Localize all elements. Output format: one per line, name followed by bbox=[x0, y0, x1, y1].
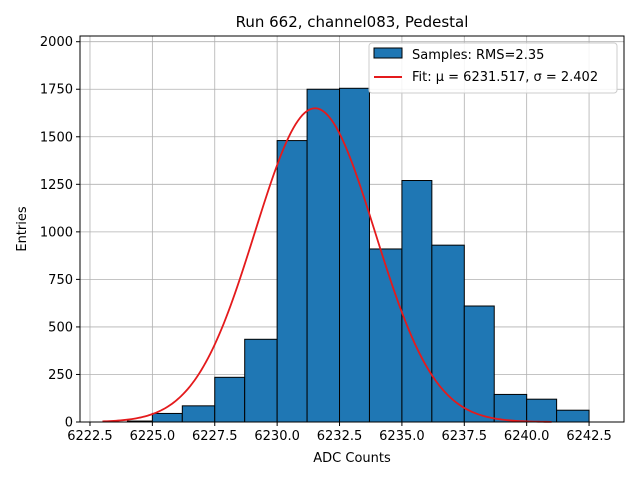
y-tick-label-6: 1500 bbox=[40, 130, 73, 145]
histogram-bar-4 bbox=[244, 338, 278, 423]
x-tick-label-5: 6235.0 bbox=[379, 429, 425, 444]
histogram-bar-8 bbox=[368, 248, 403, 423]
plot-frame bbox=[79, 35, 625, 423]
x-tick-label-1: 6225.0 bbox=[130, 429, 176, 444]
histogram-bars bbox=[126, 87, 590, 423]
x-tick-label-7: 6240.0 bbox=[504, 429, 550, 444]
histogram-bar-14 bbox=[556, 409, 590, 423]
y-tick-label-4: 1000 bbox=[40, 225, 73, 240]
legend: Samples: RMS=2.35 Fit: μ = 6231.517, σ =… bbox=[368, 42, 618, 94]
histogram-bar-9 bbox=[401, 180, 433, 423]
x-axis-label: ADC Counts bbox=[313, 451, 391, 466]
legend-box bbox=[368, 42, 618, 94]
legend-label-fit: Fit: μ = 6231.517, σ = 2.402 bbox=[412, 70, 598, 85]
y-tick-label-1: 250 bbox=[48, 368, 73, 383]
y-tick-label-3: 750 bbox=[48, 273, 73, 288]
y-tick-label-2: 500 bbox=[48, 320, 73, 335]
x-tick-label-8: 6242.5 bbox=[566, 429, 612, 444]
y-axis-ticks: 0 250 500 750 1000 1250 1500 1750 2000 bbox=[40, 35, 80, 431]
legend-label-samples: Samples: RMS=2.35 bbox=[412, 48, 544, 63]
x-tick-label-3: 6230.0 bbox=[254, 429, 300, 444]
x-tick-label-0: 6222.5 bbox=[67, 429, 113, 444]
y-tick-label-5: 1250 bbox=[40, 178, 73, 193]
histogram-bar-7 bbox=[339, 87, 370, 423]
histogram-bar-6 bbox=[306, 88, 341, 423]
histogram-bar-12 bbox=[493, 393, 528, 423]
histogram-bar-11 bbox=[463, 305, 495, 423]
x-tick-label-6: 6237.5 bbox=[442, 429, 488, 444]
y-tick-label-0: 0 bbox=[65, 416, 73, 431]
y-tick-label-7: 1750 bbox=[40, 83, 73, 98]
legend-swatch-samples bbox=[373, 47, 403, 59]
histogram-bar-3 bbox=[214, 376, 246, 423]
x-tick-label-2: 6227.5 bbox=[192, 429, 238, 444]
histogram-bar-1 bbox=[151, 412, 183, 423]
fit-curve bbox=[102, 107, 552, 423]
histogram-bar-2 bbox=[181, 405, 216, 423]
x-axis-ticks: 6222.5 6225.0 6227.5 6230.0 6232.5 6235.0 6237… bbox=[67, 422, 612, 444]
histogram-bar-5 bbox=[276, 140, 308, 423]
y-tick-label-8: 2000 bbox=[40, 35, 73, 50]
fit-curve-layer bbox=[102, 107, 552, 423]
histogram-bar-13 bbox=[526, 398, 558, 423]
chart-title: Run 662, channel083, Pedestal bbox=[236, 13, 469, 31]
y-axis-label: Entries bbox=[15, 206, 30, 252]
x-tick-label-4: 6232.5 bbox=[317, 429, 363, 444]
